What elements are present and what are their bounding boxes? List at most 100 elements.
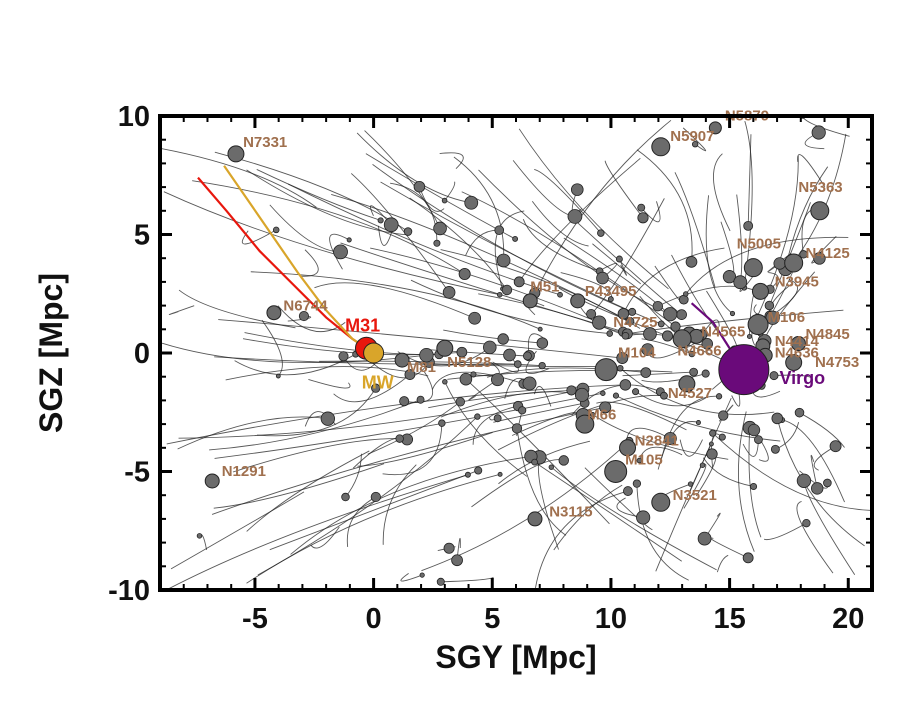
galaxy-label-n5907: N5907 [670, 128, 714, 145]
galaxy-point [442, 286, 456, 299]
flowline [287, 183, 561, 296]
flowline [773, 374, 813, 384]
galaxy-point [493, 414, 502, 423]
galaxy-point [621, 331, 630, 340]
flowline [367, 358, 430, 379]
galaxy-point-n5907 [651, 137, 671, 157]
flowline [796, 500, 834, 574]
flowline [674, 172, 716, 288]
flowline [553, 484, 623, 551]
flowline [443, 329, 543, 344]
flowline [641, 373, 706, 383]
galaxy-label-n4725: N4725 [613, 314, 657, 331]
flowline [590, 198, 665, 315]
galaxy-point [346, 237, 352, 243]
galaxy-point-p43495 [570, 293, 586, 309]
galaxy-point [399, 396, 410, 407]
flowline [493, 402, 585, 423]
flowline [314, 282, 475, 319]
galaxy-point [501, 284, 513, 296]
galaxy-point-n4666 [672, 329, 692, 349]
flowline [657, 285, 754, 307]
flowline [440, 576, 494, 583]
flowline-layer [161, 116, 872, 590]
flowline [209, 399, 421, 451]
galaxy-point [567, 209, 583, 224]
galaxy-point-m105 [604, 460, 628, 483]
galaxy-label-n3945: N3945 [775, 274, 819, 291]
galaxy-point [370, 491, 381, 503]
flowline [269, 470, 479, 551]
galaxy-point [747, 423, 761, 437]
flowline [640, 201, 661, 223]
flowline [256, 169, 381, 221]
galaxy-point [371, 383, 381, 393]
flowline [346, 496, 377, 547]
flowline [211, 406, 606, 515]
flowline [213, 463, 385, 509]
point-virgo [718, 344, 770, 396]
flowline [168, 305, 195, 316]
flowline [622, 247, 725, 314]
galaxy-label-n2841: N2841 [635, 432, 679, 449]
flowline [468, 379, 498, 401]
flowline [571, 384, 661, 416]
galaxy-point [600, 390, 606, 396]
flowline [478, 169, 671, 315]
galaxy-point [451, 554, 463, 567]
galaxy-point [522, 376, 537, 391]
flowline [382, 464, 417, 545]
galaxy-point [494, 225, 505, 236]
galaxy-point [637, 203, 646, 212]
galaxy-point [558, 455, 569, 466]
flowline [604, 160, 644, 219]
flowline [712, 432, 872, 511]
galaxy-point [416, 395, 425, 404]
galaxy-label-n6744: N6744 [283, 297, 328, 314]
flowline [478, 293, 626, 337]
flowline [214, 392, 603, 459]
flowline [713, 153, 731, 232]
galaxy-point [770, 444, 780, 454]
galaxy-point [459, 372, 473, 386]
galaxy-point [320, 411, 335, 426]
galaxy-point [531, 458, 538, 466]
flowline [178, 289, 296, 329]
galaxy-point [796, 473, 812, 488]
galaxy-point [641, 343, 655, 356]
galaxy-label-p43495: P43495 [585, 283, 637, 300]
galaxy-point [468, 311, 482, 325]
galaxy-point [458, 268, 471, 281]
galaxy-point [590, 412, 596, 418]
galaxy-point [570, 183, 584, 196]
galaxy-point [632, 388, 640, 396]
flowline [584, 467, 653, 531]
galaxy-point [729, 310, 736, 317]
galaxy-point-n2841 [619, 439, 637, 457]
axis-layer: -5 0 5 10 15 20 -10 -5 0 5 10 [108, 101, 874, 635]
galaxy-label-n4753: N4753 [815, 354, 859, 371]
track-m31 [197, 176, 368, 350]
flowline [657, 421, 699, 470]
galaxy-point-layer [196, 116, 842, 586]
flowline [370, 247, 600, 323]
galaxy-point [802, 518, 811, 528]
y-tick-label: 10 [118, 101, 150, 133]
galaxy-point [403, 227, 413, 236]
galaxy-point [640, 367, 652, 378]
flowline [522, 219, 600, 272]
flowline [300, 249, 319, 277]
galaxy-point [438, 419, 446, 427]
galaxy-point [491, 373, 505, 387]
galaxy-point [769, 371, 779, 381]
flowline [534, 119, 672, 294]
galaxy-point [455, 397, 466, 407]
flowline [702, 457, 754, 487]
galaxy-point-n3521 [651, 492, 671, 512]
flowline [531, 200, 589, 247]
galaxy-point [597, 229, 605, 237]
galaxy-point [518, 406, 527, 415]
flowline [225, 366, 429, 381]
